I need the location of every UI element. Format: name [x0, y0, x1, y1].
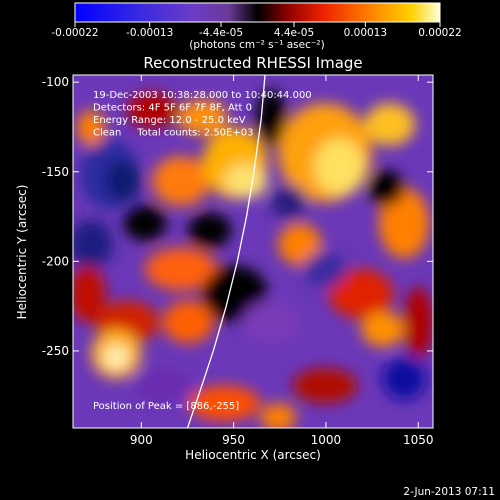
heatmap-image [73, 89, 433, 428]
colorbar-tick-label: -0.00013 [126, 27, 173, 39]
heatmap-blob [73, 219, 113, 270]
annotation-line: Detectors: 4F 5F 6F 7F 8F, Att 0 [93, 103, 252, 114]
heatmap-blob [188, 385, 261, 421]
colorbar-tick-label: 0.00013 [344, 27, 387, 39]
heatmap-blob [123, 205, 167, 241]
heatmap-blob [314, 138, 365, 196]
heatmap-blob [76, 110, 106, 146]
heatmap-blob [145, 247, 217, 291]
heatmap-blob [188, 212, 232, 248]
heatmap-blob [177, 99, 228, 136]
plot-area [73, 75, 433, 428]
chart-title: Reconstructed RHESSI Image [143, 54, 362, 72]
x-tick-label: 1000 [311, 433, 342, 447]
x-tick-label: 900 [130, 433, 153, 447]
solar-limb-line [186, 75, 266, 428]
heatmap-blob [134, 367, 192, 404]
y-tick-label: -200 [42, 254, 69, 268]
y-tick-label: -150 [42, 165, 69, 179]
y-tick-label: -100 [42, 75, 69, 89]
x-axis-label: Heliocentric X (arcsec) [185, 448, 321, 462]
heatmap-blob [105, 159, 142, 203]
y-axis: -100 -150 -200 -250 [42, 75, 433, 358]
x-tick-label: 1050 [403, 433, 434, 447]
heatmap-blob [292, 367, 358, 404]
heatmap-blob [382, 357, 426, 400]
heatmap-blob [242, 300, 300, 344]
colorbar-gradient [74, 2, 441, 23]
heatmap-blob [404, 286, 433, 358]
heatmap-blob [271, 184, 307, 220]
y-axis-label: Heliocentric Y (arcsec) [15, 185, 29, 320]
annotation-line: 19-Dec-2003 10:38:28.000 to 10:40:44.000 [93, 90, 312, 101]
colorbar-unit-label: (photons cm⁻² s⁻¹ asec⁻²) [189, 39, 324, 51]
heatmap-blob [278, 223, 322, 266]
heatmap-blob [73, 265, 106, 323]
footer-date: 2-Jun-2013 07:11 [403, 486, 495, 498]
x-axis: 900 950 1000 1050 [130, 75, 434, 447]
peak-position-label: Position of Peak = [886,-255] [93, 401, 239, 412]
colorbar-tick-label: 4.4e-05 [274, 27, 314, 39]
colorbar-ticks: -0.00022 -0.00013 -4.4e-05 4.4e-05 0.00013 0.… [51, 22, 462, 39]
annotation-line: Clean Total counts: 2.50E+03 [93, 128, 253, 139]
colorbar-tick-label: -0.00022 [51, 27, 98, 39]
heatmap-blob [260, 403, 297, 428]
heatmap-blob [368, 170, 405, 206]
heatmap-blob [224, 163, 268, 199]
heatmap-blob [152, 156, 210, 206]
heatmap-blob [328, 269, 394, 319]
colorbar-tick-label: -4.4e-05 [199, 27, 243, 39]
heatmap-blob [127, 92, 178, 128]
y-tick-label: -250 [42, 344, 69, 358]
colorbar-tick-label: 0.00022 [418, 27, 461, 39]
annotation-line: Energy Range: 12.0 - 25.0 keV [93, 115, 246, 126]
annotation-block: 19-Dec-2003 10:38:28.000 to 10:40:44.000… [93, 90, 312, 139]
heatmap-blob [364, 103, 415, 146]
heatmap-blob [256, 89, 286, 146]
heatmap-blob [303, 251, 347, 287]
colorbar: -0.00022 -0.00013 -4.4e-05 4.4e-05 0.00013 0.… [51, 2, 462, 51]
heatmap-blob [103, 345, 129, 370]
heatmap-blob [361, 311, 405, 347]
x-tick-label: 950 [222, 433, 245, 447]
heatmap-blob [163, 300, 214, 344]
heatmap-blob [379, 187, 430, 259]
plot-frame [72, 74, 434, 429]
